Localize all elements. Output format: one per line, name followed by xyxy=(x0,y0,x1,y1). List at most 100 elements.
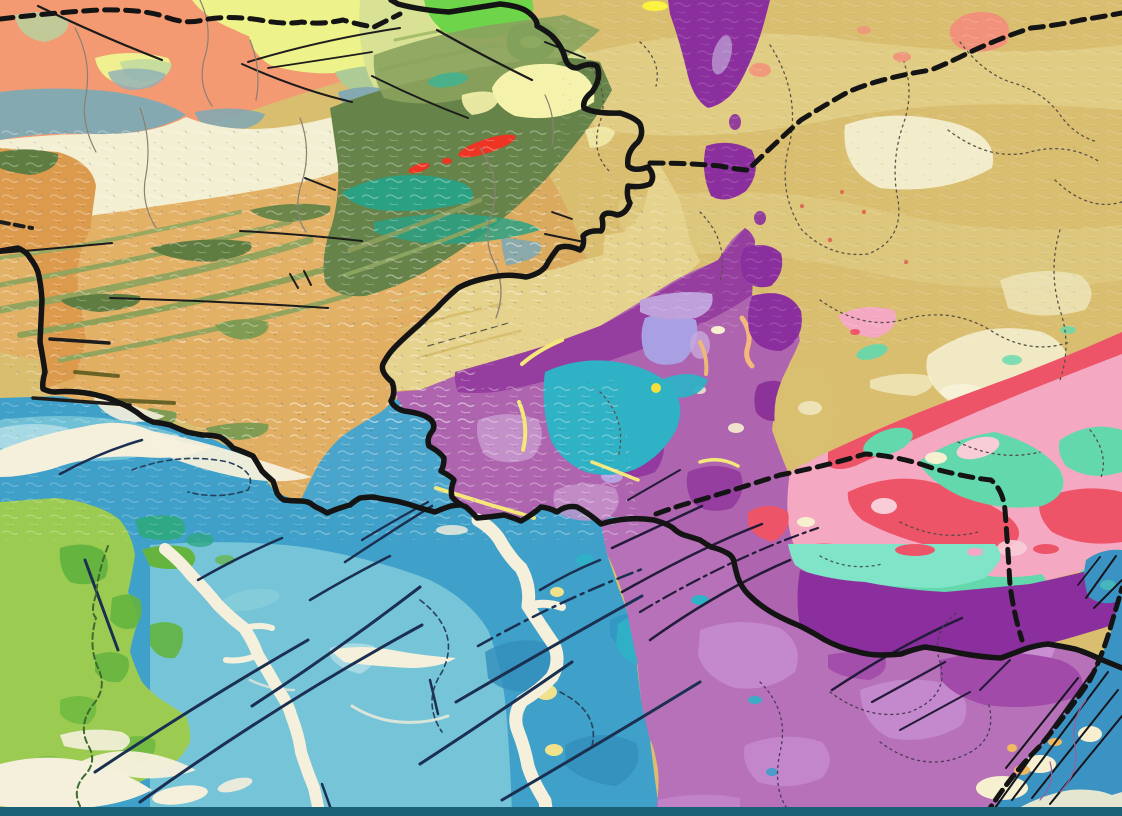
navy-fault xyxy=(58,438,144,476)
black-fault xyxy=(435,28,534,82)
mint-patch xyxy=(863,427,913,457)
white-floodplain xyxy=(82,751,196,779)
rivers xyxy=(0,394,566,816)
white-floodplain xyxy=(217,777,253,793)
white-river-channel xyxy=(471,513,564,816)
dashed-border-se-belt xyxy=(982,585,1122,816)
black-fault xyxy=(303,270,312,286)
mint-ne-speck xyxy=(1002,355,1022,365)
deep-violet-patch xyxy=(828,652,886,680)
black-fault xyxy=(544,233,585,243)
green-med-patch xyxy=(60,696,97,725)
viewport-edge xyxy=(0,807,1122,816)
black-fault-dashed xyxy=(0,220,34,230)
black-fault xyxy=(551,211,573,220)
black-fault xyxy=(304,177,336,191)
mint-patch xyxy=(1058,426,1122,476)
bottom-strip xyxy=(0,807,1122,816)
navy-fault xyxy=(428,678,440,716)
navy-fault-dashdot xyxy=(476,566,647,648)
dashed-green-admin xyxy=(75,545,109,807)
periwinkle-patch xyxy=(641,313,698,365)
cream-patch xyxy=(925,452,947,464)
teal-speck xyxy=(691,595,709,605)
stream xyxy=(297,117,308,233)
mottle-khaki-ne xyxy=(560,0,1122,350)
stream xyxy=(544,94,555,147)
fault-lines xyxy=(0,4,1122,814)
teal-ellipse xyxy=(428,72,468,88)
yellow-blob xyxy=(550,587,564,597)
se-cream xyxy=(1078,726,1102,742)
southwest-greens xyxy=(0,498,235,807)
yellow-esker xyxy=(698,458,740,468)
cream-speck xyxy=(728,423,744,433)
navy-fault xyxy=(138,623,424,804)
black-fault-bold xyxy=(31,396,132,407)
white-river-branch xyxy=(223,652,261,664)
purple-zone-fault xyxy=(830,616,964,692)
dotted-admin xyxy=(899,521,979,536)
cream-patch xyxy=(797,517,815,527)
dotted-admin xyxy=(759,681,791,813)
purple-stream xyxy=(1039,761,1053,801)
black-fault xyxy=(0,242,113,254)
navy-fault xyxy=(250,585,422,708)
pink-on-mint xyxy=(967,548,983,556)
dashed-navy-admin xyxy=(131,457,252,497)
olive-bar xyxy=(111,398,176,405)
purple-zone-fault xyxy=(899,691,971,731)
white-floodplain xyxy=(60,729,130,751)
dotted-admin xyxy=(819,299,1071,348)
stream xyxy=(74,27,97,153)
mint-mass xyxy=(918,432,1064,508)
green-med-patch xyxy=(110,594,142,629)
dotted-admin xyxy=(819,555,883,568)
stream xyxy=(249,39,259,101)
navy-fault xyxy=(500,680,702,802)
se-orange-spot xyxy=(1007,744,1017,752)
teal-arm xyxy=(660,374,708,398)
se-teal-spot xyxy=(1100,580,1116,590)
orchid-patch xyxy=(743,736,830,787)
white-thread xyxy=(350,704,450,724)
orchid-patch xyxy=(698,621,798,689)
green-light-zone xyxy=(0,498,191,807)
green-outlier xyxy=(215,555,235,565)
dashed-navy-admin xyxy=(559,691,594,747)
black-fault xyxy=(371,75,469,119)
teal-speck xyxy=(748,696,762,704)
blue-speck xyxy=(766,768,778,776)
green-med-patch xyxy=(59,544,108,585)
black-fault-bold xyxy=(48,337,111,345)
navy-fault xyxy=(454,594,644,704)
black-fault xyxy=(267,51,373,69)
se-belt-blue xyxy=(1084,549,1122,604)
se-belt-fault xyxy=(1011,671,1109,801)
purple-zone-fault xyxy=(620,522,764,594)
sage-patch xyxy=(15,12,69,42)
dotted-admin xyxy=(699,211,724,283)
crimson-mass xyxy=(1039,488,1122,544)
green-med-patch xyxy=(150,622,184,659)
red-on-mint xyxy=(895,544,935,556)
navy-fault xyxy=(538,558,602,592)
deep-purple-band xyxy=(797,562,1122,658)
se-belt-fault xyxy=(1005,677,1079,769)
white-river-band xyxy=(152,431,312,482)
dashed-border-se xyxy=(653,451,1025,643)
solid-border-main xyxy=(379,0,1122,671)
crimson-blob xyxy=(748,506,789,542)
mint-strip xyxy=(788,544,1001,588)
white-thread xyxy=(248,678,296,692)
dotted-admin xyxy=(1054,179,1122,206)
black-fault xyxy=(241,63,353,103)
dotted-admin xyxy=(639,41,658,87)
black-fault xyxy=(289,273,299,289)
white-river-channel xyxy=(159,543,325,816)
pale-yellow-blob xyxy=(461,91,500,115)
mottle-textures xyxy=(0,0,1122,540)
deep-violet-patch xyxy=(940,652,1083,708)
